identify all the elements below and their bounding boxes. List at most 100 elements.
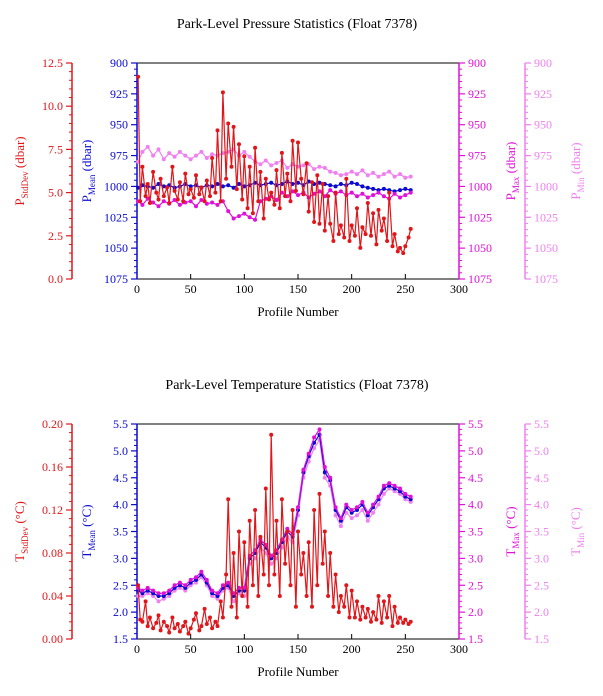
pressure-min-point <box>365 173 370 178</box>
pressure-stddev-point <box>253 145 258 150</box>
pressure-min-point <box>194 153 198 158</box>
temperature-stddev-series-line <box>137 434 412 636</box>
pressure-stddev-point <box>161 194 166 199</box>
temperature-stddev-point <box>344 583 349 588</box>
pressure-stddev-point <box>365 201 370 205</box>
pressure-min-point <box>349 169 354 174</box>
pressure-stddev-point <box>328 221 333 226</box>
pressure-min-tick-label: 925 <box>534 87 552 101</box>
temperature-max-point <box>408 494 413 499</box>
pressure-stddev-point <box>224 176 229 181</box>
pressure-stddev-point <box>347 239 352 243</box>
pressure-stddev-point <box>231 124 236 129</box>
temperature-stddev-point <box>347 615 352 620</box>
temperature-mean-tick-label: 3.5 <box>113 525 128 539</box>
temperature-max-point <box>381 483 386 488</box>
temperature-stddev-tick-label: 0.16 <box>42 460 63 474</box>
pressure-mean-tick-label: 1075 <box>104 272 128 286</box>
temperature-max-tick-label: 3.0 <box>468 551 483 565</box>
temperature-stddev-point <box>172 626 177 631</box>
pressure-stddev-point <box>381 216 386 221</box>
temperature-series <box>136 427 413 636</box>
temperature-min-tick-label: 5.0 <box>534 444 549 458</box>
pressure-x-tick-label: 200 <box>343 282 361 296</box>
temperature-x-tick-label: 300 <box>450 642 468 656</box>
pressure-min-point <box>312 167 317 172</box>
temperature-max-tick-label: 1.5 <box>468 632 483 646</box>
pressure-mean-series-line <box>137 180 411 193</box>
pressure-max-point <box>365 195 370 200</box>
temperature-min-tick-label: 5.5 <box>534 417 549 431</box>
temperature-max-point <box>210 588 215 593</box>
temperature-stddev-point <box>326 594 331 598</box>
pressure-stddev-series-line <box>137 76 412 255</box>
pressure-stddev-point <box>188 187 193 192</box>
temperature-stddev-point <box>293 604 298 609</box>
axis-label-unit: (dbar) <box>503 142 518 177</box>
temperature-stddev-point <box>355 599 359 604</box>
pressure-max-tick-label: 975 <box>468 149 486 163</box>
pressure-mean-point <box>381 186 386 191</box>
temperature-max-point <box>269 553 274 558</box>
pressure-max-point <box>237 214 241 219</box>
pressure-max-point <box>161 199 166 204</box>
pressure-min-tick-label: 1025 <box>534 210 558 224</box>
temperature-x-tick-label: 150 <box>289 642 307 656</box>
temperature-max-point <box>183 583 188 588</box>
pressure-mean-tick-label: 1050 <box>104 241 128 255</box>
temperature-stddev-point <box>363 615 368 620</box>
pressure-stddev-point <box>358 245 363 250</box>
pressure-min-point <box>242 149 247 154</box>
temperature-stddev-point <box>231 551 236 555</box>
temperature-stddev-point <box>224 572 229 577</box>
temperature-max-point <box>242 585 247 590</box>
pressure-mean-point <box>365 185 370 190</box>
pressure-min-tick-label: 975 <box>534 149 552 163</box>
temperature-min-point <box>312 446 317 451</box>
temperature-stddev-point <box>306 540 311 545</box>
temperature-stddev-point <box>245 604 250 609</box>
axis-label-main: T <box>79 551 94 559</box>
temperature-stddev-point <box>253 508 258 512</box>
pressure-stddev-point <box>167 201 172 205</box>
pressure-stddev-point <box>288 199 293 204</box>
pressure-stddev-point <box>317 221 322 226</box>
pressure-max-point <box>188 199 193 204</box>
pressure-chart-title: Park-Level Pressure Statistics (Float 73… <box>177 17 418 32</box>
pressure-mean-point <box>371 186 376 191</box>
temperature-mean-axis-label: TMean (°C) <box>79 504 97 558</box>
temperature-mean-tick-label: 3.0 <box>113 551 128 565</box>
axis-label-main: T <box>503 549 518 557</box>
temperature-min-tick-label: 2.0 <box>534 605 549 619</box>
temperature-stddev-point <box>395 620 400 625</box>
pressure-stddev-point <box>304 161 309 166</box>
pressure-x-tick-label: 50 <box>185 282 197 296</box>
temperature-min-point <box>371 510 376 515</box>
pressure-max-series-line <box>137 189 411 221</box>
pressure-plot-frame <box>136 62 460 280</box>
temperature-max-point <box>338 516 343 521</box>
pressure-min-point <box>317 164 322 169</box>
pressure-min-tick-label: 1050 <box>534 241 558 255</box>
pressure-min-point <box>408 174 413 179</box>
axis-label-main: P <box>503 193 518 200</box>
pressure-min-point <box>151 153 156 158</box>
temperature-stddev-point <box>240 594 245 598</box>
temperature-max-point <box>392 483 397 488</box>
pressure-max-point <box>349 190 354 195</box>
pressure-max-point <box>253 217 258 222</box>
pressure-stddev-point <box>156 197 161 202</box>
pressure-max-point <box>210 200 215 205</box>
temperature-max-point <box>398 486 402 491</box>
temperature-mean-tick-label: 4.0 <box>113 498 128 512</box>
temperature-max-point <box>156 591 161 596</box>
temperature-stddev-point <box>288 583 293 588</box>
temperature-max-point <box>151 588 156 593</box>
pressure-min-point <box>177 149 182 154</box>
axis-label-main: P <box>12 198 27 205</box>
temperature-stddev-point <box>188 626 193 631</box>
temperature-stddev-point <box>175 622 180 626</box>
temperature-max-point <box>215 591 220 596</box>
temperature-min-point <box>322 475 327 480</box>
temperature-stddev-point <box>186 631 191 636</box>
